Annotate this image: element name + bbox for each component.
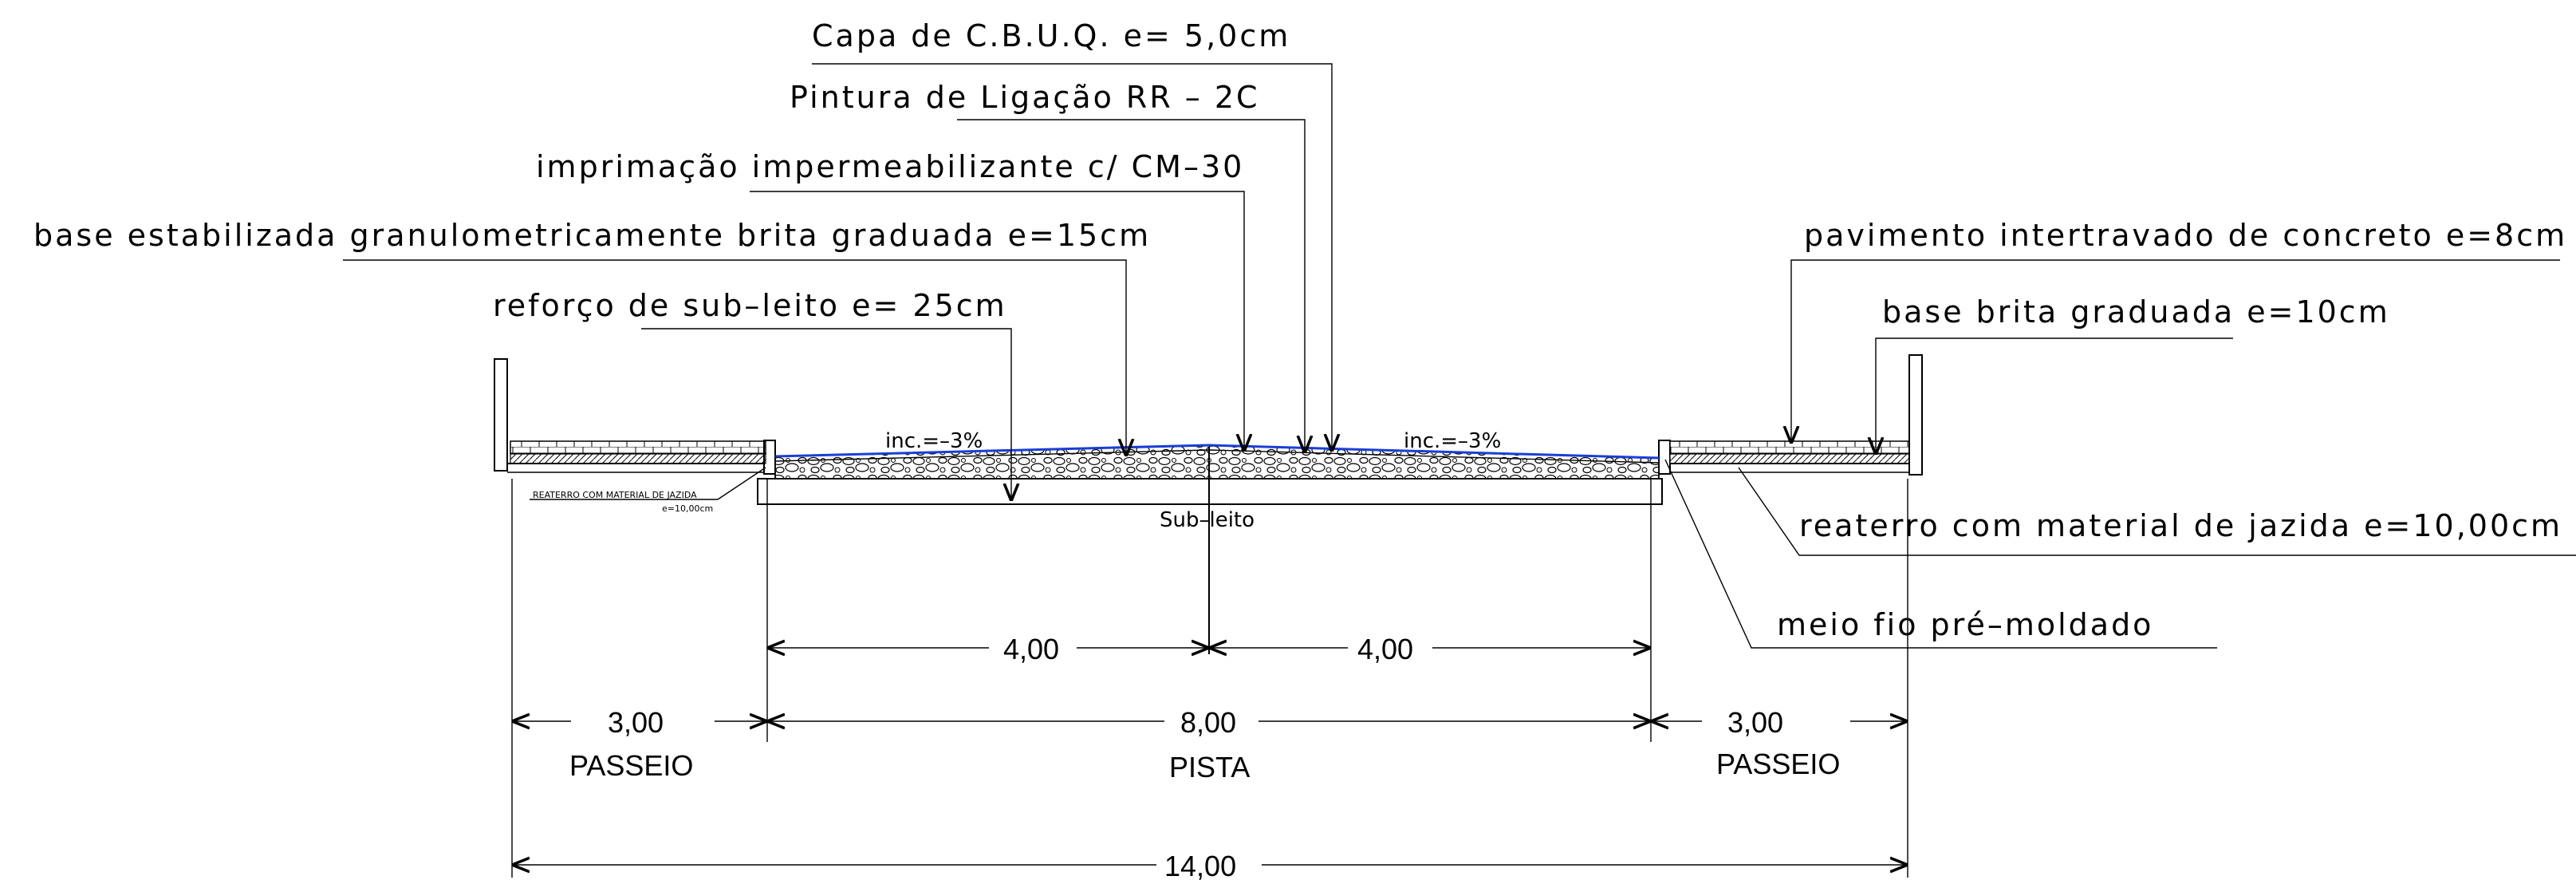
label-reforco: reforço de sub–leito e= 25cm [493, 288, 1007, 323]
zone-pista: PISTA [1169, 751, 1250, 783]
road-pavement [757, 444, 1663, 654]
label-meio-fio: meio fio pré–moldado [1777, 607, 2153, 642]
dimension-lines: 4,00 4,00 3,00 8,00 3,00 PASSEIO PISTA P… [511, 479, 1908, 880]
layer-callouts: Capa de C.B.U.Q. e= 5,0cm Pintura de Lig… [33, 18, 2576, 649]
right-paver-layer [1669, 440, 1910, 455]
right-base-layer [1669, 453, 1910, 464]
cross-section: inc.=–3% inc.=–3% Sub–leito REATERRO COM… [494, 354, 1923, 654]
dim-passeio-left: 3,00 [608, 706, 664, 739]
left-paver-layer [510, 440, 766, 455]
right-sidewalk [1658, 354, 1923, 476]
asphalt-surface-layer [774, 444, 1660, 460]
dim-half-right: 4,00 [1357, 633, 1413, 665]
dim-total: 14,00 [1164, 850, 1236, 880]
label-imprimacao: imprimação impermeabilizante c/ CM–30 [536, 149, 1244, 184]
label-capa: Capa de C.B.U.Q. e= 5,0cm [812, 18, 1290, 53]
dim-pista: 8,00 [1180, 706, 1236, 739]
label-reaterro: reaterro com material de jazida e=10,00c… [1799, 508, 2562, 543]
dim-half-left: 4,00 [1003, 633, 1059, 665]
left-base-layer [510, 453, 766, 464]
right-curb [1658, 440, 1671, 475]
label-pintura: Pintura de Ligação RR – 2C [790, 80, 1260, 115]
reaterro-small-thickness: e=10,00cm [662, 503, 713, 514]
zone-passeio-left: PASSEIO [569, 749, 693, 782]
dim-passeio-right: 3,00 [1727, 706, 1783, 739]
label-pavimento: pavimento intertravado de concreto e=8cm [1804, 218, 2567, 253]
left-sidewalk [494, 358, 776, 475]
reaterro-small-note: REATERRO COM MATERIAL DE JAZIDA [533, 490, 697, 500]
zone-passeio-right: PASSEIO [1716, 748, 1840, 780]
slope-left-label: inc.=–3% [885, 429, 983, 453]
slope-right-label: inc.=–3% [1404, 429, 1501, 453]
label-base-brita: base brita graduada e=10cm [1882, 294, 2390, 330]
right-boundary-wall [1908, 354, 1923, 476]
left-boundary-wall [494, 358, 508, 472]
subgrade-label: Sub–leito [1160, 508, 1255, 532]
label-base-estabilizada: base estabilizada granulometricamente br… [33, 218, 1151, 253]
